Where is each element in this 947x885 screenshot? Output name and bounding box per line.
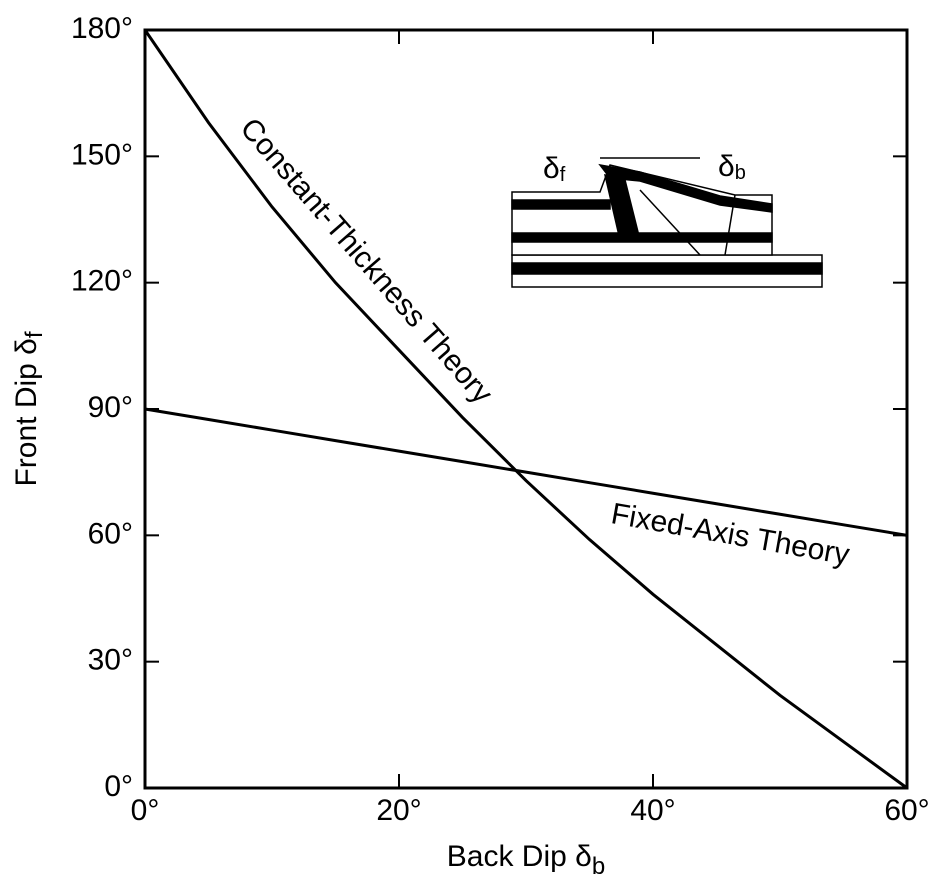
y-axis-label: Front Dip δf (10, 331, 48, 486)
inset-label-subscript: b (735, 162, 746, 184)
inset-label-text: δ (543, 152, 560, 185)
x-tick-label: 20° (376, 794, 421, 827)
y-tick-label: 120° (71, 265, 133, 298)
y-tick-label: 150° (71, 138, 133, 171)
series-label: Constant-Thickness Theory (234, 112, 499, 410)
y-tick-label: 30° (88, 644, 133, 677)
x-label-subscript: b (592, 853, 605, 880)
y-tick-label: 180° (71, 12, 133, 45)
x-tick-label: 0° (131, 794, 160, 827)
inset-label-text: δ (718, 150, 735, 183)
y-tick-label: 0° (104, 770, 133, 803)
x-label-text: Back Dip δ (447, 840, 592, 873)
series-label: Fixed-Axis Theory (609, 497, 852, 571)
y-tick-label: 60° (88, 517, 133, 550)
x-tick-label: 40° (630, 794, 675, 827)
inset-label-subscript: f (560, 164, 566, 186)
inset-label: δf (543, 152, 566, 186)
inset-diagram (511, 157, 823, 288)
y-label-subscript: f (21, 331, 48, 338)
series-line (144, 407, 908, 537)
y-label-text: Front Dip δ (10, 338, 43, 486)
inset-label: δb (718, 150, 746, 184)
y-tick-label: 90° (88, 391, 133, 424)
series-line (143, 29, 908, 790)
x-tick-label: 60° (884, 794, 929, 827)
x-axis-label: Back Dip δb (447, 840, 605, 880)
